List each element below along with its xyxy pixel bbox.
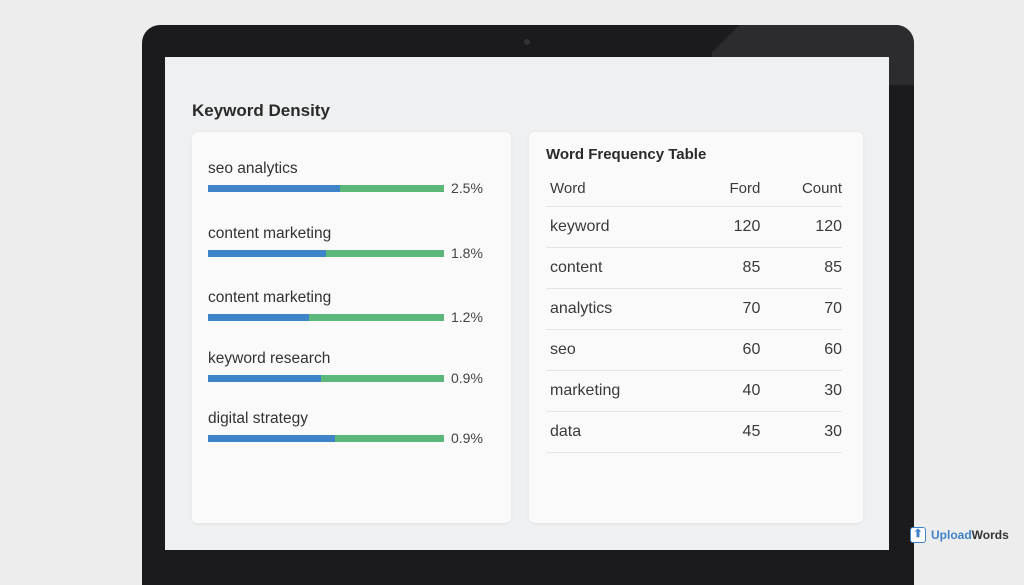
density-bar <box>208 314 444 321</box>
uploadwords-logo: ⬆ UploadWords <box>910 527 1009 543</box>
cell-ford: 45 <box>697 411 761 453</box>
density-percent: 1.2% <box>451 309 483 325</box>
cell-word: analytics <box>546 288 698 330</box>
table-title: Word Frequency Table <box>546 146 707 163</box>
cell-word: keyword <box>546 206 698 248</box>
density-bar-fill <box>208 250 326 257</box>
keyword-row: content marketing 1.2% <box>208 289 498 325</box>
cell-ford: 120 <box>697 206 761 248</box>
cell-count: 30 <box>760 370 842 412</box>
table-row: keyword 120 120 <box>546 206 842 248</box>
keyword-density-card: seo analytics 2.5% content marketing 1.8%… <box>192 132 511 523</box>
density-percent: 0.9% <box>451 430 483 446</box>
table-row: content 85 85 <box>546 247 842 289</box>
density-bar <box>208 250 444 257</box>
cell-count: 30 <box>760 411 842 453</box>
density-bar <box>208 375 444 382</box>
density-percent: 1.8% <box>451 245 483 261</box>
keyword-label: content marketing <box>208 225 332 242</box>
cell-ford: 85 <box>697 247 761 289</box>
cell-count: 120 <box>760 206 842 248</box>
word-frequency-table: Word Ford Count keyword 120 120 content 85 85… <box>546 172 842 453</box>
table-row: analytics 70 70 <box>546 288 842 330</box>
header-word: Word <box>546 172 698 207</box>
keyword-row: keyword research 0.9% <box>208 350 498 386</box>
table-row: data 45 30 <box>546 411 842 453</box>
cell-ford: 70 <box>697 288 761 330</box>
cell-word: seo <box>546 329 698 371</box>
page-title: Keyword Density <box>192 101 330 120</box>
cell-ford: 60 <box>697 329 761 371</box>
cell-word: data <box>546 411 698 453</box>
table-header: Word Ford Count <box>546 172 842 207</box>
upload-icon: ⬆ <box>910 527 926 543</box>
density-bar-fill <box>208 375 322 382</box>
keyword-label: seo analytics <box>208 160 298 177</box>
table-row: seo 60 60 <box>546 329 842 371</box>
cell-word: content <box>546 247 698 289</box>
keyword-label: content marketing <box>208 289 332 306</box>
table-row: marketing 40 30 <box>546 370 842 412</box>
word-frequency-card: Word Frequency Table Word Ford Count key… <box>529 132 863 523</box>
density-bar-fill <box>208 185 341 192</box>
density-bar-fill <box>208 435 336 442</box>
density-bar <box>208 435 444 442</box>
cell-ford: 40 <box>697 370 761 412</box>
cell-word: marketing <box>546 370 698 412</box>
cell-count: 70 <box>760 288 842 330</box>
keyword-label: digital strategy <box>208 410 308 427</box>
header-count: Count <box>760 172 842 207</box>
density-bar <box>208 185 444 192</box>
density-bar-fill <box>208 314 310 321</box>
keyword-row: seo analytics 2.5% <box>208 160 498 196</box>
density-percent: 2.5% <box>451 180 483 196</box>
cell-count: 60 <box>760 329 842 371</box>
header-ford: Ford <box>697 172 761 207</box>
keyword-row: content marketing 1.8% <box>208 225 498 261</box>
density-percent: 0.9% <box>451 370 483 386</box>
webcam <box>524 39 530 45</box>
keyword-label: keyword research <box>208 350 331 367</box>
keyword-row: digital strategy 0.9% <box>208 410 498 446</box>
cell-count: 85 <box>760 247 842 289</box>
screen: Keyword Density seo analytics 2.5% conten… <box>165 57 889 550</box>
